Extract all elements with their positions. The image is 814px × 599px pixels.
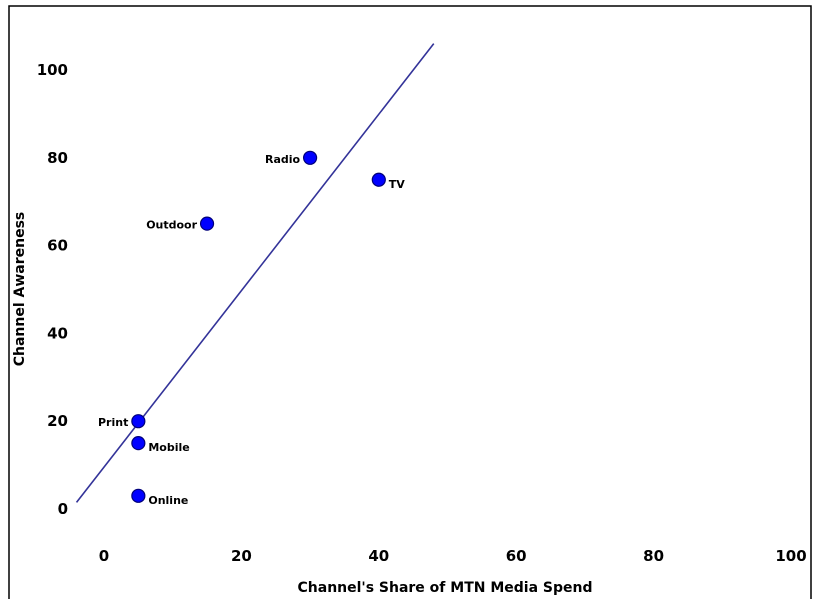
point-label-online: Online <box>148 494 188 507</box>
x-tick-label-20: 20 <box>231 547 252 565</box>
y-tick-label-40: 40 <box>47 324 68 342</box>
point-label-outdoor: Outdoor <box>146 219 197 232</box>
point-mobile[interactable] <box>132 437 145 450</box>
x-tick-label-60: 60 <box>506 547 527 565</box>
x-axis-ticks: 0 20 40 60 80 100 <box>99 547 807 565</box>
y-tick-label-20: 20 <box>47 412 68 430</box>
point-outdoor[interactable] <box>201 217 214 230</box>
point-label-radio: Radio <box>265 153 301 166</box>
point-radio[interactable] <box>304 151 317 164</box>
point-tv[interactable] <box>372 173 385 186</box>
point-online[interactable] <box>132 489 145 502</box>
point-label-tv: TV <box>389 178 406 191</box>
x-tick-label-100: 100 <box>775 547 806 565</box>
y-axis-label: Channel Awareness <box>12 212 28 367</box>
x-tick-label-80: 80 <box>643 547 664 565</box>
chart-border <box>9 6 811 599</box>
point-label-mobile: Mobile <box>148 441 189 454</box>
x-axis-label: Channel's Share of MTN Media Spend <box>298 580 593 596</box>
point-print[interactable] <box>132 415 145 428</box>
trendline-group <box>77 44 434 503</box>
point-label-print: Print <box>98 416 128 429</box>
y-tick-label-0: 0 <box>58 500 68 518</box>
y-tick-label-100: 100 <box>37 61 68 79</box>
y-tick-label-80: 80 <box>47 149 68 167</box>
y-axis-ticks: 0 20 40 60 80 100 <box>37 61 68 518</box>
point-labels-group: Radio TV Outdoor Print Mobile Online <box>98 153 405 507</box>
y-tick-label-60: 60 <box>47 237 68 255</box>
trendline <box>77 44 434 503</box>
x-tick-label-40: 40 <box>368 547 389 565</box>
x-tick-label-0: 0 <box>99 547 109 565</box>
